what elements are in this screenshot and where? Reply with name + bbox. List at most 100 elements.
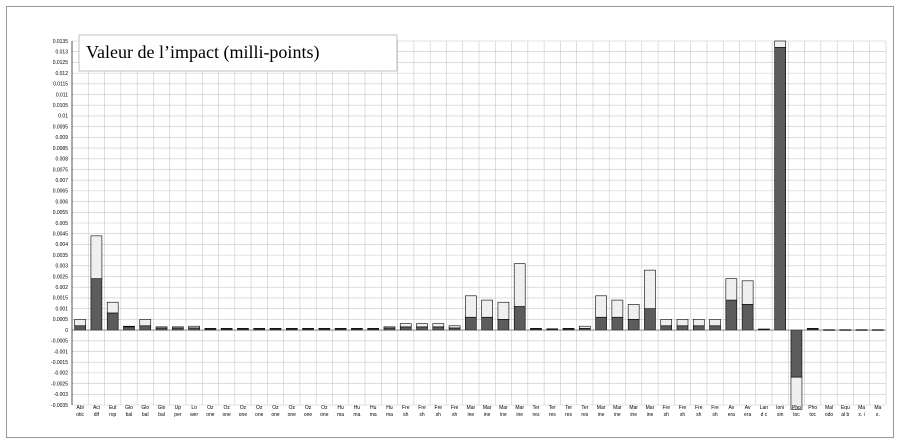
bar-segment-dark bbox=[399, 326, 412, 331]
bar-segment-dark bbox=[790, 329, 803, 378]
y-tick-label: 0.006 bbox=[55, 199, 68, 205]
x-category-label: rop bbox=[109, 412, 116, 418]
x-category-label: Hu bbox=[370, 405, 377, 411]
x-category-label: Fre bbox=[435, 405, 443, 411]
x-category-label: x. i bbox=[858, 412, 864, 418]
bar-segment-light bbox=[302, 328, 314, 330]
x-category-label: one bbox=[222, 412, 231, 418]
bar-segment-dark bbox=[676, 325, 689, 331]
x-category-label: Ioni bbox=[776, 405, 784, 411]
y-tick-label: 0.008 bbox=[55, 157, 68, 163]
x-category-label: ma bbox=[370, 412, 377, 418]
x-category-label: Fre bbox=[451, 405, 459, 411]
bar-segment-light bbox=[90, 235, 103, 279]
x-category-label: ine bbox=[500, 412, 507, 418]
y-tick-label: 0 bbox=[65, 328, 68, 334]
bar-segment-light bbox=[155, 326, 168, 329]
x-category-label: otic bbox=[76, 412, 84, 418]
x-category-label: Ma bbox=[858, 405, 865, 411]
bar-segment-dark bbox=[448, 327, 461, 331]
bar-segment-light bbox=[188, 325, 200, 329]
y-tick-label: -0.0015 bbox=[51, 360, 68, 366]
x-category-label: ma bbox=[337, 412, 344, 418]
x-category-label: one bbox=[320, 412, 329, 418]
bar-segment-light bbox=[611, 299, 624, 318]
y-tick-label: 0.0005 bbox=[53, 317, 69, 323]
x-category-label: Hu bbox=[337, 405, 344, 411]
x-category-label: d c bbox=[761, 412, 768, 418]
chart-title: Valeur de l’impact (milli-points) bbox=[86, 42, 319, 63]
bar-segment-dark bbox=[155, 327, 168, 331]
x-category-label: one bbox=[239, 412, 248, 418]
y-tick-label: 0.0025 bbox=[53, 274, 69, 280]
bar-segment-light bbox=[172, 326, 184, 329]
x-category-label: one bbox=[255, 412, 264, 418]
x-category-label: Mar bbox=[597, 405, 606, 411]
x-category-label: Oz bbox=[289, 405, 296, 411]
x-category-label: one bbox=[206, 412, 215, 418]
title-box: Valeur de l’impact (milli-points) bbox=[78, 34, 398, 72]
x-category-label: sh bbox=[664, 412, 670, 418]
bar-segment-light bbox=[465, 295, 477, 318]
bar-segment-dark bbox=[106, 312, 119, 331]
x-category-label: dif bbox=[94, 412, 100, 418]
bar-segment-light bbox=[318, 328, 331, 330]
y-tick-label: 0.0045 bbox=[53, 232, 69, 238]
y-tick-label: 0.004 bbox=[55, 242, 68, 248]
bar-segment-dark bbox=[644, 308, 656, 331]
x-category-label: ine bbox=[598, 412, 605, 418]
x-category-label: Fre bbox=[695, 405, 703, 411]
x-category-label: Fre bbox=[662, 405, 670, 411]
bar-segment-dark bbox=[709, 325, 721, 331]
bar-segment-light bbox=[692, 319, 705, 327]
y-tick-label: 0.005 bbox=[55, 221, 68, 227]
x-category-label: Abi bbox=[77, 405, 84, 411]
bar-segment-dark bbox=[497, 319, 510, 331]
bar-segment-dark bbox=[627, 319, 640, 331]
x-category-label: era bbox=[728, 412, 735, 418]
x-category-label: Mar bbox=[629, 405, 638, 411]
x-category-label: Ter bbox=[565, 405, 572, 411]
y-tick-label: 0.0105 bbox=[53, 103, 69, 109]
bar-segment-dark bbox=[741, 304, 754, 331]
x-category-label: Hu bbox=[386, 405, 393, 411]
x-category-label: Equ bbox=[841, 405, 850, 411]
x-category-label: wer bbox=[190, 412, 198, 418]
x-category-label: bal bbox=[158, 412, 165, 418]
bar-segment-dark bbox=[90, 278, 103, 331]
bar-segment-light bbox=[383, 326, 396, 329]
bar-segment-dark bbox=[660, 325, 673, 331]
x-category-label: Glo bbox=[141, 405, 149, 411]
x-category-label: one bbox=[271, 412, 280, 418]
y-tick-label: 0.0055 bbox=[53, 210, 69, 216]
x-category-label: Oz bbox=[223, 405, 230, 411]
bar-segment-dark bbox=[513, 306, 526, 331]
y-tick-label: -0.0035 bbox=[51, 403, 68, 409]
x-category-label: Pho bbox=[792, 405, 801, 411]
y-tick-label: 0.009 bbox=[55, 135, 68, 141]
bar-segment-dark bbox=[774, 47, 786, 331]
x-category-label: res bbox=[581, 412, 588, 418]
bar-segment-light bbox=[579, 325, 591, 329]
x-category-label: Ter bbox=[549, 405, 556, 411]
x-category-label: sh bbox=[436, 412, 442, 418]
y-tick-label: 0.0075 bbox=[53, 167, 69, 173]
x-category-label: Ma bbox=[874, 405, 881, 411]
x-category-label: res bbox=[565, 412, 572, 418]
y-tick-label: 0.007 bbox=[55, 178, 68, 184]
grid bbox=[71, 40, 887, 406]
x-category-label: Av bbox=[745, 405, 751, 411]
x-category-label: ine bbox=[614, 412, 621, 418]
y-tick-label: 0.001 bbox=[55, 306, 68, 312]
x-category-label: toc bbox=[809, 412, 816, 418]
x-category-label: one bbox=[288, 412, 297, 418]
bar-segment-light bbox=[139, 319, 152, 327]
x-category-label: bal bbox=[142, 412, 149, 418]
x-category-label: sh bbox=[696, 412, 702, 418]
x-category-label: Oz bbox=[240, 405, 247, 411]
bar-segment-light bbox=[758, 328, 770, 330]
x-category-label: Glo bbox=[125, 405, 133, 411]
bar-segment-light bbox=[595, 295, 607, 318]
bar-segment-dark bbox=[611, 316, 624, 331]
y-tick-label: 0.012 bbox=[55, 71, 68, 77]
